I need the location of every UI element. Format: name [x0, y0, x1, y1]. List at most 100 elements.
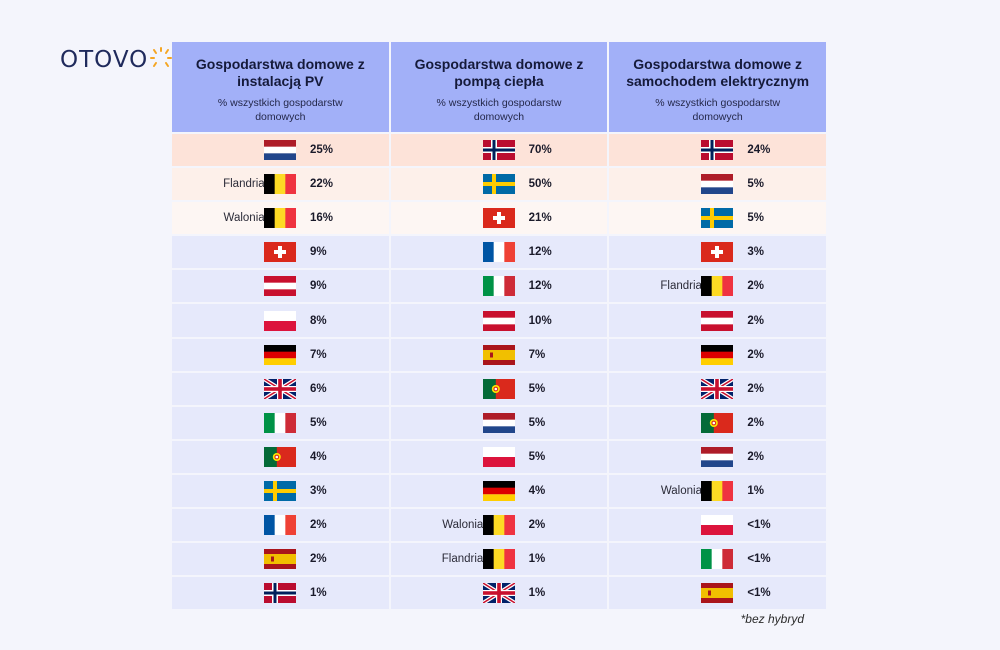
percent-value: 2% [747, 314, 764, 327]
table-row: 8% [172, 304, 389, 337]
table-row: 70% [390, 134, 608, 167]
table-row: 5% [390, 440, 608, 473]
table-row: 2% [609, 304, 826, 337]
switzerland-flag-icon [264, 242, 296, 263]
percent-value: <1% [747, 519, 771, 532]
france-flag-icon [482, 242, 515, 263]
table-row: 3% [609, 236, 826, 269]
table-row: 4% [390, 474, 608, 508]
table-row: 25% [172, 134, 389, 167]
percent-value: 7% [528, 348, 546, 361]
table-row: 5% [172, 406, 389, 439]
region-label: Walonia [223, 212, 265, 225]
percent-value: 2% [528, 519, 546, 532]
france-flag-icon [264, 515, 296, 536]
percent-value: 2% [747, 450, 764, 463]
united-kingdom-flag-icon [482, 583, 515, 604]
column-header: Gospodarstwa domowe z instalacją PV % wsz… [172, 42, 389, 132]
table-row: 2% [609, 406, 826, 439]
percent-value: 10% [528, 314, 552, 327]
percent-value: 5% [747, 178, 764, 191]
table-row: 24% [609, 134, 826, 167]
switzerland-flag-icon [482, 208, 515, 229]
column-2: Gospodarstwa domowe z pompą ciepła % wszy… [390, 42, 608, 610]
percent-value: 22% [310, 178, 334, 191]
percent-value: 4% [528, 484, 546, 497]
table-row: 5% [390, 372, 608, 405]
belgium-flag-icon [701, 480, 734, 501]
percent-value: 5% [747, 212, 764, 225]
percent-value: 9% [310, 246, 327, 259]
table-row: 2% [609, 372, 826, 405]
percent-value: 2% [747, 416, 764, 429]
belgium-flag-icon [701, 276, 734, 297]
percent-value: 12% [528, 280, 552, 293]
norway-flag-icon [482, 140, 515, 161]
column-header: Gospodarstwa domowe z pompą ciepła % wszy… [390, 42, 608, 132]
percent-value: 1% [528, 587, 546, 600]
table-row: <1% [609, 509, 826, 542]
spain-flag-icon [264, 549, 296, 570]
poland-flag-icon [701, 515, 734, 536]
percent-value: 50% [528, 178, 552, 191]
percent-value: 3% [747, 246, 764, 259]
sweden-flag-icon [701, 208, 734, 229]
united-kingdom-flag-icon [264, 378, 296, 399]
column-header: Gospodarstwa domowe z samochodem elektry… [609, 42, 826, 132]
portugal-flag-icon [482, 378, 515, 399]
netherlands-flag-icon [264, 140, 296, 161]
column-3: Gospodarstwa domowe z samochodem elektry… [609, 42, 826, 610]
table-row: Walonia 2% [390, 509, 608, 542]
percent-value: 1% [528, 553, 546, 566]
column-title: Gospodarstwa domowe z instalacją PV [195, 56, 365, 89]
region-label: Walonia [660, 484, 702, 497]
column-subtitle: % wszystkich gospodarstw domowych [436, 97, 562, 123]
germany-flag-icon [264, 344, 296, 365]
percent-value: 2% [310, 553, 327, 566]
table-row: 50% [390, 168, 608, 201]
italy-flag-icon [701, 549, 734, 570]
spain-flag-icon [482, 344, 515, 365]
austria-flag-icon [264, 276, 296, 297]
portugal-flag-icon [264, 446, 296, 467]
percent-value: 70% [528, 144, 552, 157]
column-title: Gospodarstwa domowe z pompą ciepła [414, 56, 584, 89]
italy-flag-icon [264, 412, 296, 433]
table-row: 6% [172, 372, 389, 405]
percent-value: 12% [528, 246, 552, 259]
table-row: 5% [390, 406, 608, 439]
percent-value: 9% [310, 280, 327, 293]
percent-value: 21% [528, 212, 552, 225]
table-row: 1% [390, 577, 608, 610]
austria-flag-icon [482, 310, 515, 331]
table-row: <1% [609, 577, 826, 610]
percent-value: 5% [310, 416, 327, 429]
table-row: Flandria 1% [390, 543, 608, 576]
table-row: 12% [390, 236, 608, 269]
percent-value: 8% [310, 314, 327, 327]
netherlands-flag-icon [701, 174, 734, 195]
table-row: 7% [390, 338, 608, 371]
netherlands-flag-icon [701, 446, 734, 467]
region-label: Flandria [660, 280, 702, 293]
germany-flag-icon [701, 344, 734, 365]
percent-value: 6% [310, 382, 327, 395]
table-row: 1% [172, 577, 389, 610]
united-kingdom-flag-icon [701, 378, 734, 399]
table-row: Walonia 16% [172, 202, 389, 235]
footnote: *bez hybryd [740, 612, 804, 626]
table-row: 3% [172, 474, 389, 508]
table-row: 7% [172, 338, 389, 371]
comparison-table: Gospodarstwa domowe z instalacją PV % wsz… [172, 42, 826, 610]
norway-flag-icon [264, 583, 296, 604]
table-row: 2% [609, 440, 826, 473]
percent-value: 2% [747, 382, 764, 395]
logo-text: OTOVO [60, 47, 149, 73]
belgium-flag-icon [482, 549, 515, 570]
percent-value: 3% [310, 484, 327, 497]
percent-value: 1% [310, 587, 327, 600]
percent-value: 1% [747, 484, 764, 497]
percent-value: 4% [310, 450, 327, 463]
table-row: Flandria 22% [172, 168, 389, 201]
table-row: 21% [390, 202, 608, 235]
